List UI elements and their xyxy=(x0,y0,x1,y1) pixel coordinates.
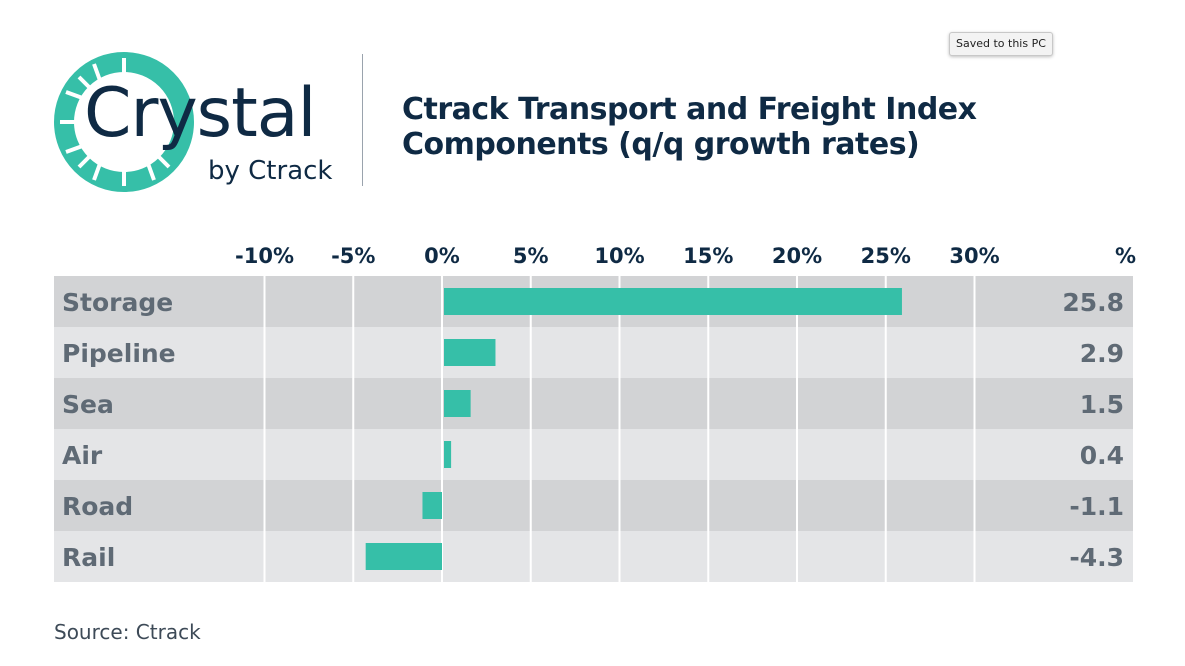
bar-storage xyxy=(444,288,902,315)
value-label: 0.4 xyxy=(1080,441,1124,470)
value-column-header: % xyxy=(1115,244,1136,268)
category-label: Road xyxy=(62,492,133,521)
bar-pipeline xyxy=(444,339,496,366)
category-label: Air xyxy=(62,441,103,470)
value-label: 2.9 xyxy=(1080,339,1124,368)
logo-wordmark: Crystal xyxy=(84,74,316,153)
saved-notification[interactable]: Saved to this PC xyxy=(949,32,1053,56)
logo-subtitle: by Ctrack xyxy=(208,156,333,186)
chart-title: Ctrack Transport and Freight Index Compo… xyxy=(402,92,977,162)
x-tick-label: 5% xyxy=(513,244,549,268)
gridlines xyxy=(263,276,976,582)
value-label: -1.1 xyxy=(1069,492,1124,521)
x-tick-label: 20% xyxy=(772,244,822,268)
x-tick-label: 15% xyxy=(683,244,733,268)
category-labels: Storage Pipeline Sea Air Road Rail xyxy=(62,288,176,572)
value-label: 1.5 xyxy=(1080,390,1124,419)
x-tick-label: -10% xyxy=(235,244,294,268)
value-label: 25.8 xyxy=(1062,288,1124,317)
row-backgrounds xyxy=(54,276,1133,582)
row-background xyxy=(54,378,1133,429)
row-background xyxy=(54,327,1133,378)
x-tick-label: 0% xyxy=(424,244,460,268)
x-tick-label: -5% xyxy=(331,244,375,268)
category-label: Sea xyxy=(62,390,114,419)
category-label: Rail xyxy=(62,543,115,572)
tick-labels: -10% -5% 0% 5% 10% 15% 20% 25% 30% xyxy=(235,244,1000,268)
bar-rail xyxy=(365,543,442,570)
row-background xyxy=(54,531,1133,582)
crystal-logo-icon xyxy=(54,52,194,192)
bar-sea xyxy=(444,390,471,417)
crystal-logo: Crystal by Ctrack xyxy=(54,52,334,192)
x-tick-label: 25% xyxy=(861,244,911,268)
row-background xyxy=(54,429,1133,480)
value-label: -4.3 xyxy=(1069,543,1124,572)
row-background xyxy=(54,480,1133,531)
header-divider xyxy=(362,54,363,186)
value-labels: 25.8 2.9 1.5 0.4 -1.1 -4.3 xyxy=(1062,288,1124,572)
category-label: Pipeline xyxy=(62,339,176,368)
source-note: Source: Ctrack xyxy=(54,620,201,644)
bar-air xyxy=(444,441,452,468)
bar-road xyxy=(422,492,442,519)
x-tick-label: 10% xyxy=(594,244,644,268)
x-tick-label: 30% xyxy=(949,244,999,268)
category-label: Storage xyxy=(62,288,173,317)
bars xyxy=(365,288,902,570)
